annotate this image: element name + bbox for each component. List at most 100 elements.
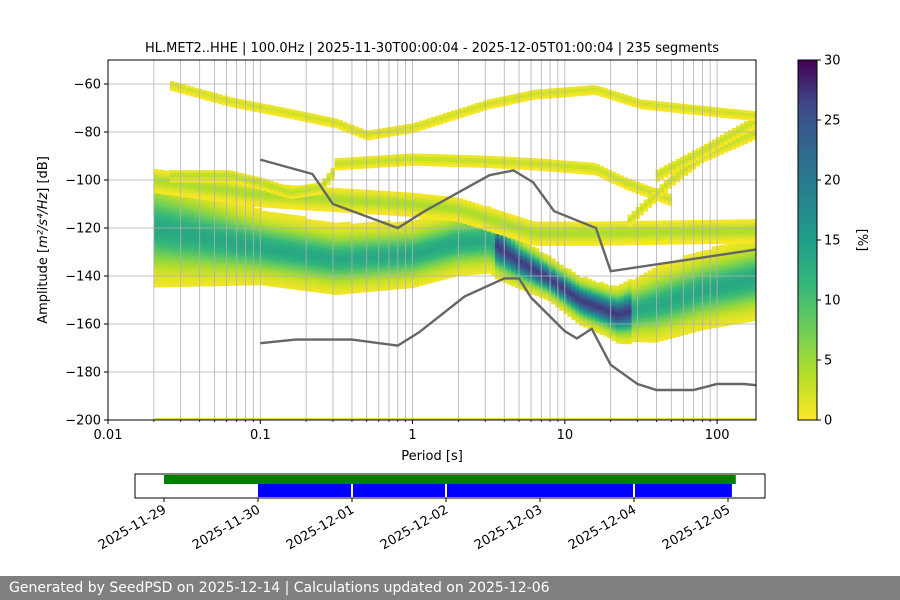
heatmap-cell <box>326 231 331 234</box>
heatmap-cell <box>370 277 375 280</box>
heatmap-cell <box>515 157 520 160</box>
heatmap-cell <box>519 287 524 290</box>
heatmap-cell <box>206 214 211 217</box>
heatmap-cell <box>282 268 287 272</box>
heatmap-cell <box>242 254 247 257</box>
heatmap-cell <box>326 187 331 191</box>
heatmap-cell <box>177 209 183 213</box>
heatmap-cell <box>226 252 231 255</box>
heatmap-cell <box>214 174 219 178</box>
heatmap-cell <box>438 258 444 262</box>
heatmap-cell <box>366 199 371 203</box>
heatmap-cell <box>185 269 191 273</box>
heatmap-cell <box>515 244 520 248</box>
heatmap-cell <box>338 267 343 271</box>
heatmap-cell <box>314 270 319 274</box>
heatmap-cell <box>206 278 211 282</box>
heatmap-cell <box>503 221 508 225</box>
heatmap-cell <box>374 136 379 139</box>
heatmap-cell <box>298 225 303 228</box>
heatmap-cell <box>173 245 179 249</box>
heatmap-cell <box>519 219 524 223</box>
heatmap-cell <box>193 94 199 98</box>
heatmap-cell <box>238 220 243 224</box>
heatmap-cell <box>202 221 207 225</box>
heatmap-cell <box>434 274 440 277</box>
heatmap-cell <box>318 225 323 229</box>
heatmap-cell <box>274 248 279 252</box>
heatmap-cell <box>414 248 420 251</box>
heatmap-cell <box>218 192 223 195</box>
heatmap-cell <box>218 259 223 263</box>
heatmap-cell <box>511 238 516 241</box>
heatmap-cell <box>326 269 331 273</box>
heatmap-cell <box>210 281 215 284</box>
heatmap-cell <box>246 184 251 187</box>
heatmap-cell <box>358 232 363 236</box>
heatmap-cell <box>474 240 480 244</box>
heatmap-cell <box>230 283 235 286</box>
heatmap-cell <box>342 272 347 276</box>
heatmap-cell <box>173 170 179 173</box>
heatmap-cell <box>193 271 199 275</box>
heatmap-cell <box>358 189 363 193</box>
heatmap-cell <box>173 279 179 283</box>
heatmap-cell <box>358 239 363 243</box>
heatmap-cell <box>177 214 183 218</box>
heatmap-cell <box>181 255 187 259</box>
heatmap-cell <box>181 209 187 213</box>
heatmap-cell <box>161 195 167 199</box>
heatmap-cell <box>198 202 203 205</box>
heatmap-cell <box>402 204 408 207</box>
heatmap-cell <box>491 215 496 219</box>
heatmap-cell <box>278 220 283 223</box>
heatmap-cell <box>306 117 311 121</box>
heatmap-cell <box>346 245 351 249</box>
heatmap-cell <box>414 241 420 244</box>
heatmap-cell <box>527 231 532 235</box>
heatmap-cell <box>422 272 428 276</box>
heatmap-cell <box>294 277 299 281</box>
heatmap-cell <box>226 206 231 210</box>
heatmap-cell <box>543 289 548 293</box>
heatmap-cell <box>527 266 532 270</box>
heatmap-cell <box>450 236 456 240</box>
heatmap-cell <box>286 218 291 222</box>
heatmap-cell <box>398 163 404 167</box>
heatmap-cell <box>507 235 512 238</box>
heatmap-cell <box>222 266 227 270</box>
heatmap-cell <box>226 172 231 176</box>
heatmap-cell <box>354 237 359 241</box>
heatmap-cell <box>346 262 351 266</box>
heatmap-cell <box>450 110 456 114</box>
heatmap-cell <box>503 241 508 245</box>
heatmap-cell <box>274 234 279 237</box>
heatmap-cell <box>426 230 432 234</box>
heatmap-cell <box>354 244 359 248</box>
heatmap-cell <box>274 253 279 257</box>
heatmap-cell <box>342 233 347 237</box>
heatmap-cell <box>358 230 363 233</box>
heatmap-cell <box>374 231 379 234</box>
heatmap-cell <box>390 229 395 233</box>
heatmap-cell <box>274 231 279 235</box>
heatmap-cell <box>334 256 339 260</box>
heatmap-cell <box>350 157 355 160</box>
heatmap-cell <box>278 268 283 271</box>
heatmap-cell <box>382 193 387 197</box>
heatmap-cell <box>491 270 496 274</box>
heatmap-cell <box>214 283 219 287</box>
heatmap-cell <box>531 270 536 274</box>
heatmap-cell <box>402 156 408 159</box>
heatmap-cell <box>531 248 536 252</box>
heatmap-cell <box>354 205 359 209</box>
heatmap-cell <box>306 219 311 222</box>
heatmap-cell <box>406 235 412 239</box>
heatmap-cell <box>322 247 327 251</box>
heatmap-cell <box>157 188 163 192</box>
heatmap-cell <box>450 224 456 228</box>
heatmap-cell <box>181 170 187 173</box>
heatmap-cell <box>426 153 432 157</box>
heatmap-cell <box>302 187 307 190</box>
heatmap-cell <box>442 257 448 261</box>
